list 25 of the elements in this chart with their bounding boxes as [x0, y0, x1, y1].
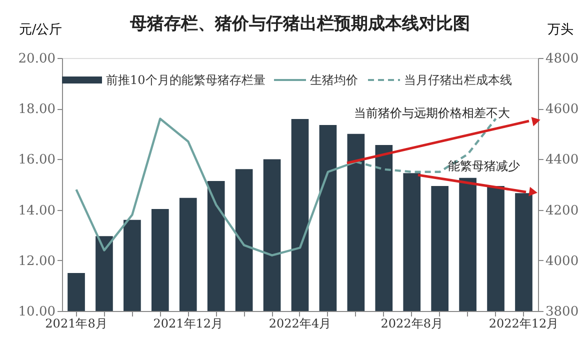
legend-label: 当月仔猪出栏成本线: [404, 73, 512, 87]
x-tick-label: 2021年8月: [45, 316, 108, 330]
y-tick-label: 12.00: [18, 254, 56, 269]
x-tick-label: 2022年8月: [380, 316, 443, 330]
y2-tick-label: 4800: [546, 52, 579, 66]
y-tick-label: 10.00: [18, 304, 56, 320]
x-tick-label: 2022年12月: [488, 316, 559, 330]
y-tick-label: 20.00: [18, 52, 56, 66]
x-tick-label: 2022年4月: [268, 316, 332, 330]
x-tick-label: 2021年12月: [153, 316, 224, 330]
legend-label: 前推10个月的能繁母猪存栏量: [106, 73, 266, 87]
y2-tick-label: 4600: [546, 102, 579, 118]
legend-label: 生猪均价: [310, 73, 358, 87]
y-tick-label: 14.00: [18, 203, 56, 218]
y2-tick-label: 3800: [546, 304, 579, 320]
annotation: 能繁母猪减少: [448, 159, 520, 173]
y2-tick-label: 4000: [546, 254, 579, 269]
y2-tick-label: 4200: [546, 203, 579, 218]
y2-tick-label: 4400: [546, 152, 579, 168]
y2-axis-title: 万头: [548, 22, 574, 38]
y-tick-label: 18.00: [18, 102, 56, 118]
chart-title: 母猪存栏、猪价与仔猪出栏预期成本线对比图: [129, 14, 470, 34]
y-tick-label: 16.00: [18, 152, 56, 168]
y-axis-title: 元/公斤: [18, 22, 62, 38]
annotation: 当前猪价与远期价格相差不大: [354, 106, 510, 120]
